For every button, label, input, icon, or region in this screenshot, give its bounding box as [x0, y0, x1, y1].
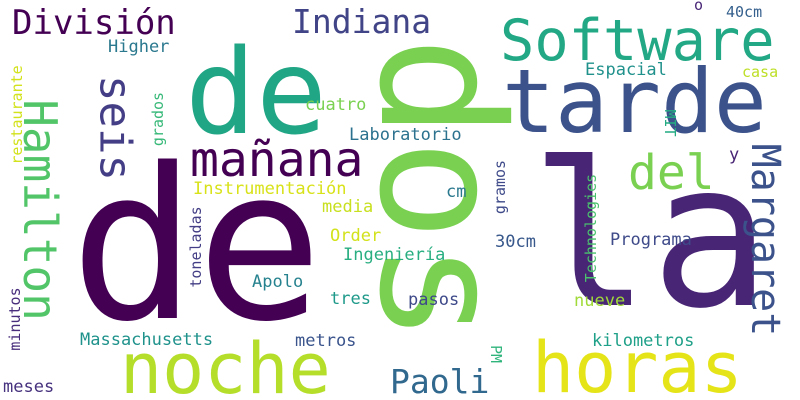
word-37: meses [3, 377, 54, 397]
word-28: 30cm [495, 232, 536, 252]
word-20: casa [742, 63, 778, 81]
word-30: Apolo [252, 272, 303, 292]
word-0: de [70, 123, 323, 368]
word-35: metros [295, 331, 356, 351]
word-25: cm [446, 182, 466, 202]
word-46: y [729, 145, 739, 165]
word-12: Margaret [742, 144, 788, 337]
word-36: kilometros [592, 331, 694, 351]
word-26: Order [330, 226, 381, 246]
word-42: MIT [661, 109, 679, 136]
word-13: División [12, 3, 176, 43]
word-9: mañana [190, 132, 363, 188]
word-45: PM [487, 345, 505, 363]
word-16: 40cm [726, 3, 762, 21]
word-10: seis [90, 75, 141, 181]
word-39: minutos [6, 287, 24, 350]
word-4: tarde [502, 50, 767, 153]
word-8: Hamilton [13, 99, 67, 321]
word-18: Higher [108, 37, 169, 57]
word-7: Software [500, 8, 775, 74]
word-14: Indiana [292, 2, 431, 41]
word-2: dos [341, 36, 539, 343]
word-22: Laboratorio [349, 125, 462, 145]
word-3: de [185, 23, 327, 161]
word-6: horas [532, 327, 743, 400]
word-19: Espacial [585, 60, 667, 80]
word-41: toneladas [187, 206, 205, 287]
word-44: Technologies [582, 174, 600, 282]
word-21: cuatro [305, 95, 366, 115]
word-23: Instrumentación [193, 179, 347, 199]
word-11: del [628, 145, 715, 201]
word-5: noche [120, 328, 331, 400]
word-40: grados [149, 92, 167, 146]
word-34: Massachusetts [80, 330, 213, 350]
word-1: la [530, 120, 771, 353]
word-24: media [322, 197, 373, 217]
word-29: Programa [610, 230, 692, 250]
word-33: nueve [574, 291, 625, 311]
word-17: o [694, 0, 703, 14]
word-38: restaurante [8, 65, 26, 164]
word-32: pasos [408, 290, 459, 310]
word-15: Paoli [390, 362, 489, 400]
word-43: gramos [491, 160, 509, 214]
word-27: Ingeniería [343, 245, 445, 265]
word-31: tres [330, 289, 371, 309]
